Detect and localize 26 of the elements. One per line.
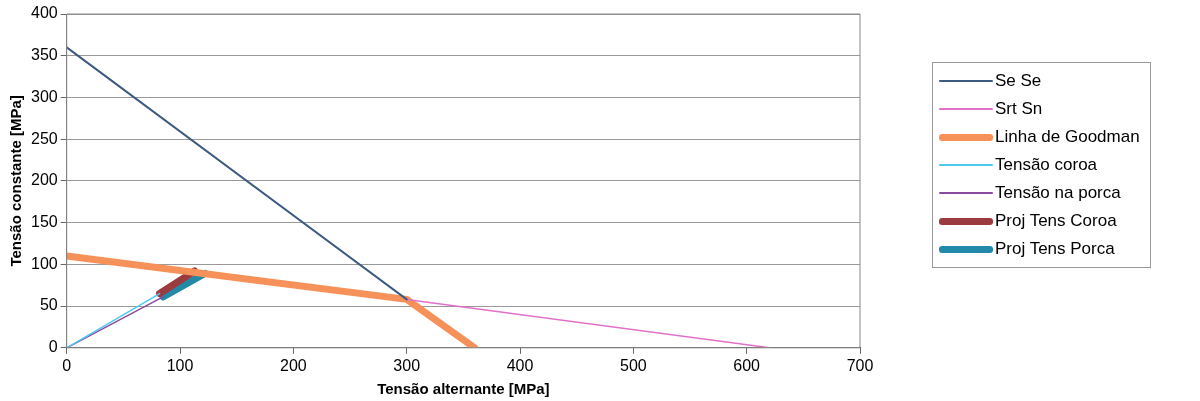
x-tick-label: 300: [393, 356, 421, 374]
x-tick-label: 500: [619, 356, 647, 374]
x-tick-label: 0: [62, 356, 72, 374]
x-tick-label: 600: [733, 356, 761, 374]
y-tick-label: 300: [30, 87, 58, 105]
y-tick-label: 0: [48, 338, 58, 356]
x-tick-label: 100: [166, 356, 194, 374]
legend-label: Tensão coroa: [995, 155, 1098, 175]
y-axis-title: Tensão constante [MPa]: [7, 95, 25, 267]
legend-label: Proj Tens Coroa: [995, 211, 1117, 231]
y-tick-label: 100: [30, 254, 58, 272]
legend-label: Linha de Goodman: [995, 127, 1140, 147]
y-tick-label: 200: [30, 171, 58, 189]
x-tick-label: 400: [506, 356, 534, 374]
legend-label: Proj Tens Porca: [995, 239, 1115, 259]
legend-label: Tensão na porca: [995, 183, 1121, 203]
y-tick-label: 50: [39, 296, 58, 314]
y-tick-label: 350: [30, 46, 58, 64]
y-tick-label: 400: [30, 4, 58, 22]
x-tick-label: 200: [280, 356, 307, 374]
y-tick-label: 150: [30, 213, 58, 231]
legend-label: Se Se: [995, 71, 1042, 91]
x-tick-label: 700: [846, 356, 874, 374]
legend-label: Srt Sn: [995, 99, 1043, 119]
x-axis-title: Tensão alternante [MPa]: [377, 380, 550, 398]
y-tick-label: 250: [30, 129, 58, 147]
